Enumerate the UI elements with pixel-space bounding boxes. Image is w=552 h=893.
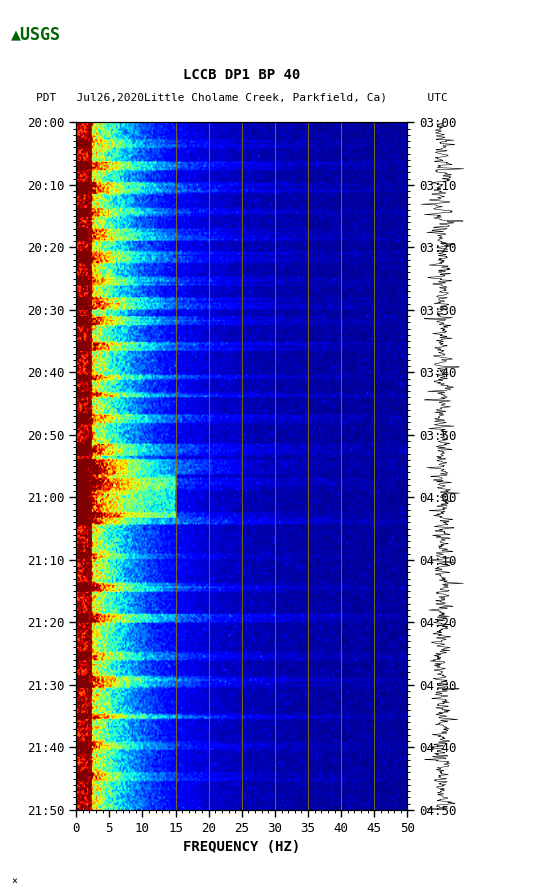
Text: LCCB DP1 BP 40: LCCB DP1 BP 40: [183, 68, 300, 82]
X-axis label: FREQUENCY (HZ): FREQUENCY (HZ): [183, 840, 300, 855]
Text: PDT   Jul26,2020Little Cholame Creek, Parkfield, Ca)      UTC: PDT Jul26,2020Little Cholame Creek, Park…: [36, 93, 448, 103]
Text: ×: ×: [11, 876, 17, 886]
Text: ▲USGS: ▲USGS: [11, 25, 61, 43]
